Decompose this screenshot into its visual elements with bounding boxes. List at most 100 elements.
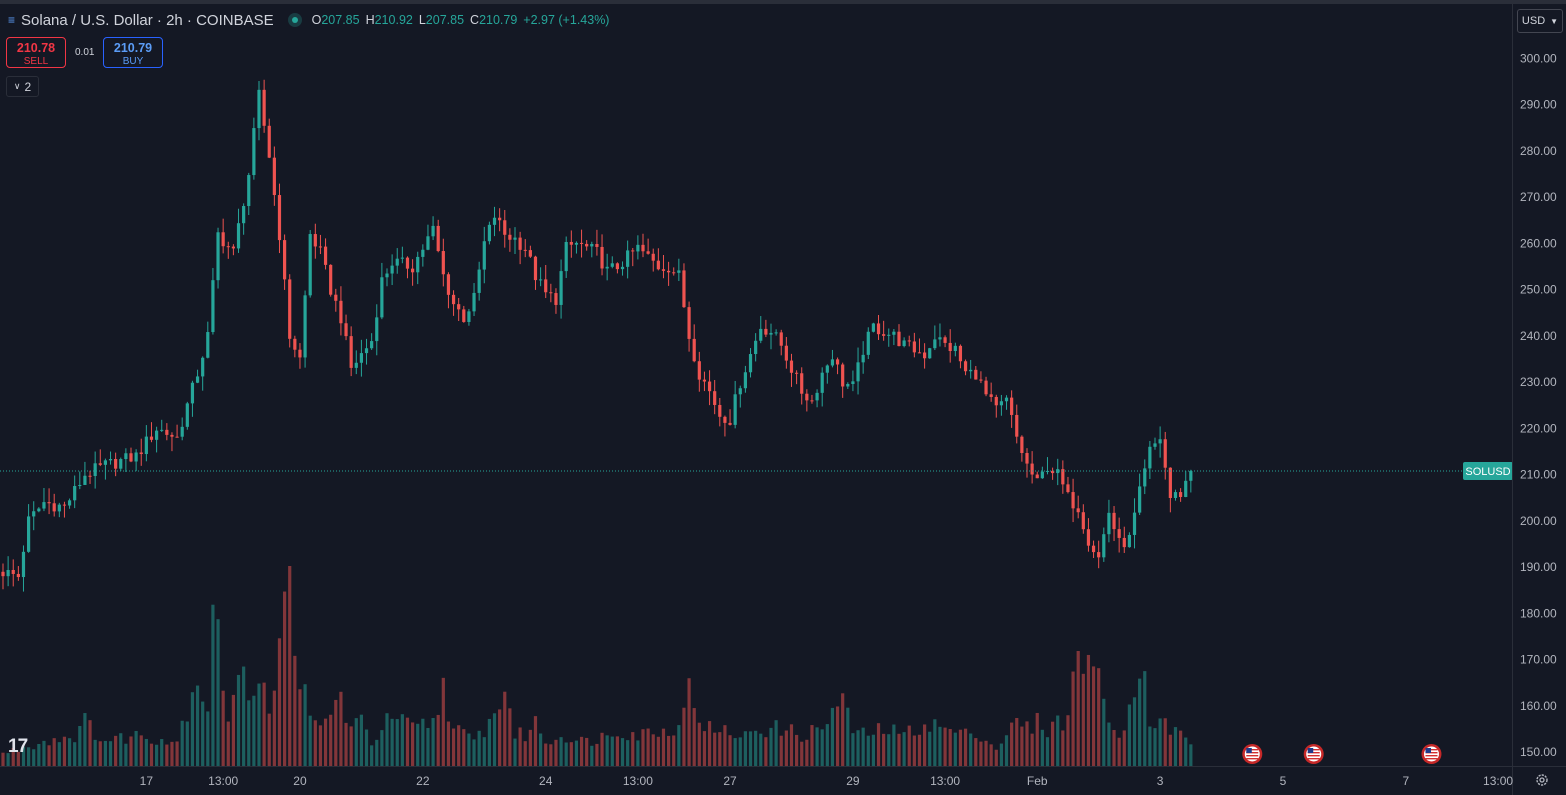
candle-body: [882, 334, 886, 336]
indicators-toggle-button[interactable]: ∨ 2: [6, 76, 39, 97]
volume-bar: [108, 741, 113, 766]
candle-body: [1035, 474, 1039, 479]
volume-bar: [672, 735, 676, 766]
volume-bar: [262, 682, 266, 766]
candle-body: [216, 232, 220, 281]
volume-bar: [779, 735, 783, 766]
candle-body: [789, 360, 794, 373]
candle-body: [421, 249, 425, 257]
candle-body: [600, 246, 604, 269]
candle-body: [236, 223, 241, 249]
volume-bar: [917, 734, 922, 766]
volume-bar: [257, 683, 261, 766]
tradingview-logo[interactable]: 17: [8, 736, 28, 757]
candle-body: [923, 352, 927, 359]
volume-bar: [559, 737, 563, 766]
volume-bar: [247, 700, 251, 766]
candle-body: [718, 404, 722, 417]
candle-body: [354, 362, 358, 368]
volume-bar: [1035, 712, 1039, 766]
volume-bar: [692, 708, 696, 766]
flag-canton: [1246, 748, 1252, 753]
volume-bar: [989, 744, 993, 766]
buy-button[interactable]: 210.79 BUY: [103, 37, 163, 68]
candle-body: [405, 257, 410, 269]
volume-bar: [1168, 734, 1172, 766]
volume-bar: [1040, 729, 1044, 766]
volume-bar: [175, 741, 179, 766]
volume-bar: [1010, 722, 1014, 766]
volume-bar: [272, 690, 276, 766]
volume-bar: [221, 690, 225, 766]
y-tick-label: 150.00: [1520, 745, 1557, 759]
volume-bar: [318, 725, 323, 766]
candle-body: [835, 359, 840, 365]
candle-body: [1004, 397, 1009, 402]
y-tick-label: 160.00: [1520, 699, 1557, 713]
candle-body: [119, 459, 123, 469]
bars-icon[interactable]: ≡: [8, 13, 16, 27]
candle-body: [764, 328, 768, 335]
volume-bar: [1173, 727, 1178, 766]
y-tick-label: 220.00: [1520, 421, 1557, 435]
flag-stripe: [1425, 758, 1438, 760]
candle-body: [759, 328, 763, 341]
candle-body: [795, 372, 799, 374]
volume-bar: [482, 737, 486, 766]
volume-bar: [390, 718, 394, 766]
volume-bar: [180, 720, 184, 766]
y-tick-label: 300.00: [1520, 51, 1557, 65]
flag-stripe: [1246, 749, 1259, 751]
volume-bar: [503, 691, 507, 766]
volume-bar: [938, 726, 942, 766]
volume-bar: [57, 742, 61, 766]
volume-bar: [528, 729, 532, 766]
volume-bar: [984, 740, 988, 766]
candle-body: [841, 364, 845, 387]
gear-icon[interactable]: [1535, 773, 1549, 787]
candle-body: [303, 295, 307, 358]
candle-body: [974, 369, 978, 380]
sell-button[interactable]: 210.78 SELL: [6, 37, 66, 68]
volume-bar: [16, 751, 20, 766]
volume-bar: [754, 730, 758, 766]
candle-body: [948, 342, 952, 352]
flag-stripe: [1246, 752, 1259, 754]
volume-bar: [411, 722, 415, 766]
candle-body: [544, 279, 548, 293]
volume-bar: [457, 725, 461, 766]
currency-button[interactable]: USD ▼: [1517, 9, 1563, 33]
volume-bar: [677, 725, 681, 766]
volume-bar: [866, 735, 870, 766]
symbol-title[interactable]: Solana / U.S. Dollar · 2h · COINBASE: [21, 11, 274, 29]
candle-body: [1148, 446, 1152, 469]
candle-body: [446, 274, 451, 295]
candle-body: [1107, 512, 1111, 535]
candle-body: [733, 394, 737, 425]
volume-bar: [508, 708, 512, 766]
candle-body: [57, 504, 61, 512]
volume-bar: [47, 745, 51, 766]
market-status-icon[interactable]: [287, 13, 302, 27]
volume-bar: [631, 732, 635, 766]
top-border: [0, 0, 1566, 4]
volume-bar: [267, 713, 271, 766]
candle-body: [11, 569, 15, 574]
volume-bar: [114, 735, 118, 766]
volume-bar: [78, 725, 82, 766]
candle-body: [928, 348, 932, 359]
candle-body: [528, 250, 532, 257]
volume-bar: [539, 733, 543, 766]
candle-body: [272, 157, 276, 196]
symbol-tag: [1463, 462, 1513, 481]
volume-bar: [969, 733, 973, 766]
volume-bar: [800, 741, 804, 766]
candle-body: [1020, 436, 1024, 453]
candle-body: [569, 241, 573, 245]
volume-bar: [467, 733, 471, 766]
flag-canton: [1307, 748, 1314, 753]
flag-canton: [1425, 748, 1431, 753]
volume-bar: [426, 727, 430, 766]
volume-bar: [979, 741, 983, 766]
